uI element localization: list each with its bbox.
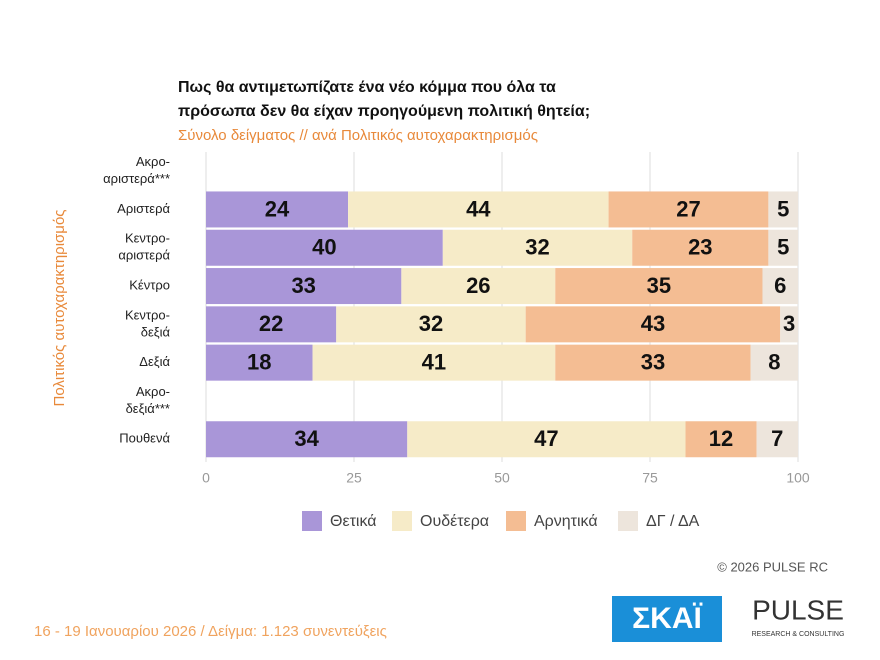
bar-segment — [401, 268, 556, 305]
legend-label: Αρνητικά — [534, 513, 598, 530]
bar-segment — [407, 421, 686, 458]
value-label: 27 — [676, 196, 700, 221]
bar-segment — [632, 229, 769, 266]
y-tick-label: δεξιά — [141, 324, 171, 339]
value-label: 12 — [709, 426, 733, 451]
y-axis-label: Πολιτικός αυτοχαρακτηρισμός — [51, 209, 68, 406]
bar-segment — [768, 191, 798, 228]
bar-segment — [206, 191, 349, 228]
bar-segment — [206, 229, 443, 266]
legend-swatch — [392, 511, 412, 531]
bar-segment — [780, 306, 798, 343]
y-tick-label: Κεντρο- — [125, 231, 170, 246]
y-tick-label: Κεντρο- — [125, 307, 170, 322]
chart-title: Πως θα αντιμετωπίζατε ένα νέο κόμμα που … — [178, 79, 556, 96]
value-label: 26 — [466, 273, 490, 298]
legend-label: Θετικά — [330, 513, 377, 530]
legend-swatch — [618, 511, 638, 531]
y-tick-label: αριστερά*** — [103, 171, 170, 186]
value-label: 33 — [641, 349, 665, 374]
value-label: 40 — [312, 235, 336, 260]
value-label: 22 — [259, 311, 283, 336]
bar-segment — [555, 344, 751, 381]
legend-swatch — [302, 511, 322, 531]
value-label: 41 — [422, 349, 446, 374]
value-label: 6 — [774, 273, 786, 298]
value-label: 8 — [768, 349, 780, 374]
value-label: 44 — [466, 196, 491, 221]
y-tick-label: αριστερά — [118, 248, 170, 263]
y-tick-label: δεξιά*** — [126, 401, 170, 416]
bar-segment — [762, 268, 798, 305]
skai-logo: ΣΚΑΪ — [632, 602, 702, 635]
bar-segment — [756, 421, 798, 458]
bar-segment — [206, 344, 313, 381]
value-label: 23 — [688, 235, 712, 260]
value-label: 24 — [265, 196, 290, 221]
copyright: © 2026 PULSE RC — [717, 559, 828, 574]
value-label: 43 — [641, 311, 665, 336]
y-tick-label: Πουθενά — [119, 431, 170, 446]
value-label: 47 — [534, 426, 558, 451]
bar-segment — [348, 191, 609, 228]
bar-segment — [206, 421, 408, 458]
x-tick-label: 75 — [642, 470, 658, 486]
bar-segment — [206, 306, 337, 343]
legend-label: ΔΓ / ΔΑ — [646, 513, 700, 530]
bar-segment — [608, 191, 769, 228]
x-tick-label: 100 — [786, 470, 810, 486]
value-label: 34 — [294, 426, 319, 451]
y-tick-label: Ακρο- — [136, 154, 170, 169]
value-label: 5 — [777, 235, 789, 260]
chart-title: πρόσωπα δεν θα είχαν προηγούμενη πολιτικ… — [178, 103, 590, 120]
y-tick-label: Ακρο- — [136, 384, 170, 399]
value-label: 32 — [419, 311, 443, 336]
value-label: 32 — [525, 235, 549, 260]
value-label: 3 — [783, 311, 795, 336]
value-label: 5 — [777, 196, 789, 221]
bar-segment — [750, 344, 798, 381]
x-tick-label: 50 — [494, 470, 510, 486]
bar-segment — [555, 268, 763, 305]
y-tick-label: Δεξιά — [139, 354, 170, 369]
value-label: 18 — [247, 349, 271, 374]
pulse-logo-sub: RESEARCH & CONSULTING — [752, 631, 845, 638]
bar-segment — [685, 421, 757, 458]
bar-segment — [525, 306, 781, 343]
skai-logo-bg — [612, 596, 722, 642]
x-tick-label: 0 — [202, 470, 210, 486]
y-tick-label: Αριστερά — [117, 201, 170, 216]
value-label: 35 — [647, 273, 671, 298]
value-label: 7 — [771, 426, 783, 451]
chart-subtitle: Σύνολο δείγματος // ανά Πολιτικός αυτοχα… — [178, 127, 538, 144]
bar-segment — [206, 268, 402, 305]
pulse-logo: PULSE — [752, 594, 844, 625]
bar-segment — [336, 306, 526, 343]
y-tick-label: Κέντρο — [129, 277, 170, 292]
footer: 16 - 19 Ιανουαρίου 2026 / Δείγμα: 1.123 … — [34, 623, 387, 640]
value-label: 33 — [291, 273, 315, 298]
x-tick-label: 25 — [346, 470, 362, 486]
bar-segment — [442, 229, 633, 266]
bar-segment — [312, 344, 556, 381]
bar-segment — [768, 229, 798, 266]
legend-label: Ουδέτερα — [420, 513, 489, 530]
legend-swatch — [506, 511, 526, 531]
